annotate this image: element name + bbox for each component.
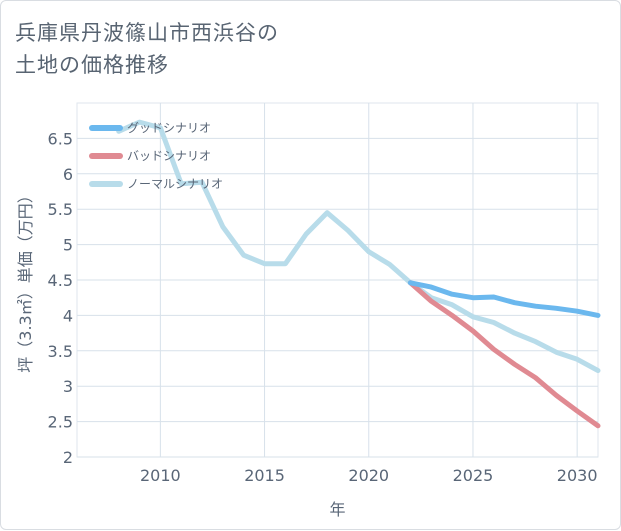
y-axis-title: 坪（3.3㎡）単価（万円） — [16, 187, 35, 372]
y-tick-label: 3 — [63, 377, 73, 396]
series-line — [407, 280, 601, 318]
chart-title: 兵庫県丹波篠山市西浜谷の 土地の価格推移 — [15, 17, 435, 81]
legend-label: バッドシナリオ — [127, 149, 211, 163]
y-tick-label: 5 — [63, 236, 73, 255]
x-axis-title: 年 — [329, 500, 345, 519]
chart-title-line-1: 兵庫県丹波篠山市西浜谷の — [15, 21, 279, 45]
x-tick-label: 2020 — [348, 466, 389, 485]
y-tick-label: 4 — [63, 306, 73, 325]
x-tick-label: 2010 — [140, 466, 181, 485]
grid-lines — [76, 102, 599, 458]
y-tick-label: 6.5 — [48, 129, 73, 148]
x-axis-ticks: 2010 2015 2020 2025 2030 — [140, 466, 598, 485]
x-tick-label: 2015 — [244, 466, 285, 485]
y-axis-ticks: 2 2.5 3 3.5 4 4.5 5 5.5 6 6.5 — [48, 129, 73, 467]
y-tick-label: 4.5 — [48, 271, 73, 290]
series-line — [116, 119, 601, 374]
y-tick-label: 3.5 — [48, 342, 73, 361]
y-tick-label: 2.5 — [48, 413, 73, 432]
series-line — [407, 280, 601, 429]
series-lines — [116, 119, 601, 429]
legend-label: ノーマルシナリオ — [127, 177, 223, 191]
y-tick-label: 5.5 — [48, 200, 73, 219]
x-tick-label: 2030 — [557, 466, 598, 485]
legend-label: グッドシナリオ — [127, 121, 211, 135]
y-tick-label: 6 — [63, 165, 73, 184]
y-tick-label: 2 — [63, 448, 73, 467]
x-tick-label: 2025 — [453, 466, 494, 485]
chart-title-line-2: 土地の価格推移 — [15, 53, 169, 77]
